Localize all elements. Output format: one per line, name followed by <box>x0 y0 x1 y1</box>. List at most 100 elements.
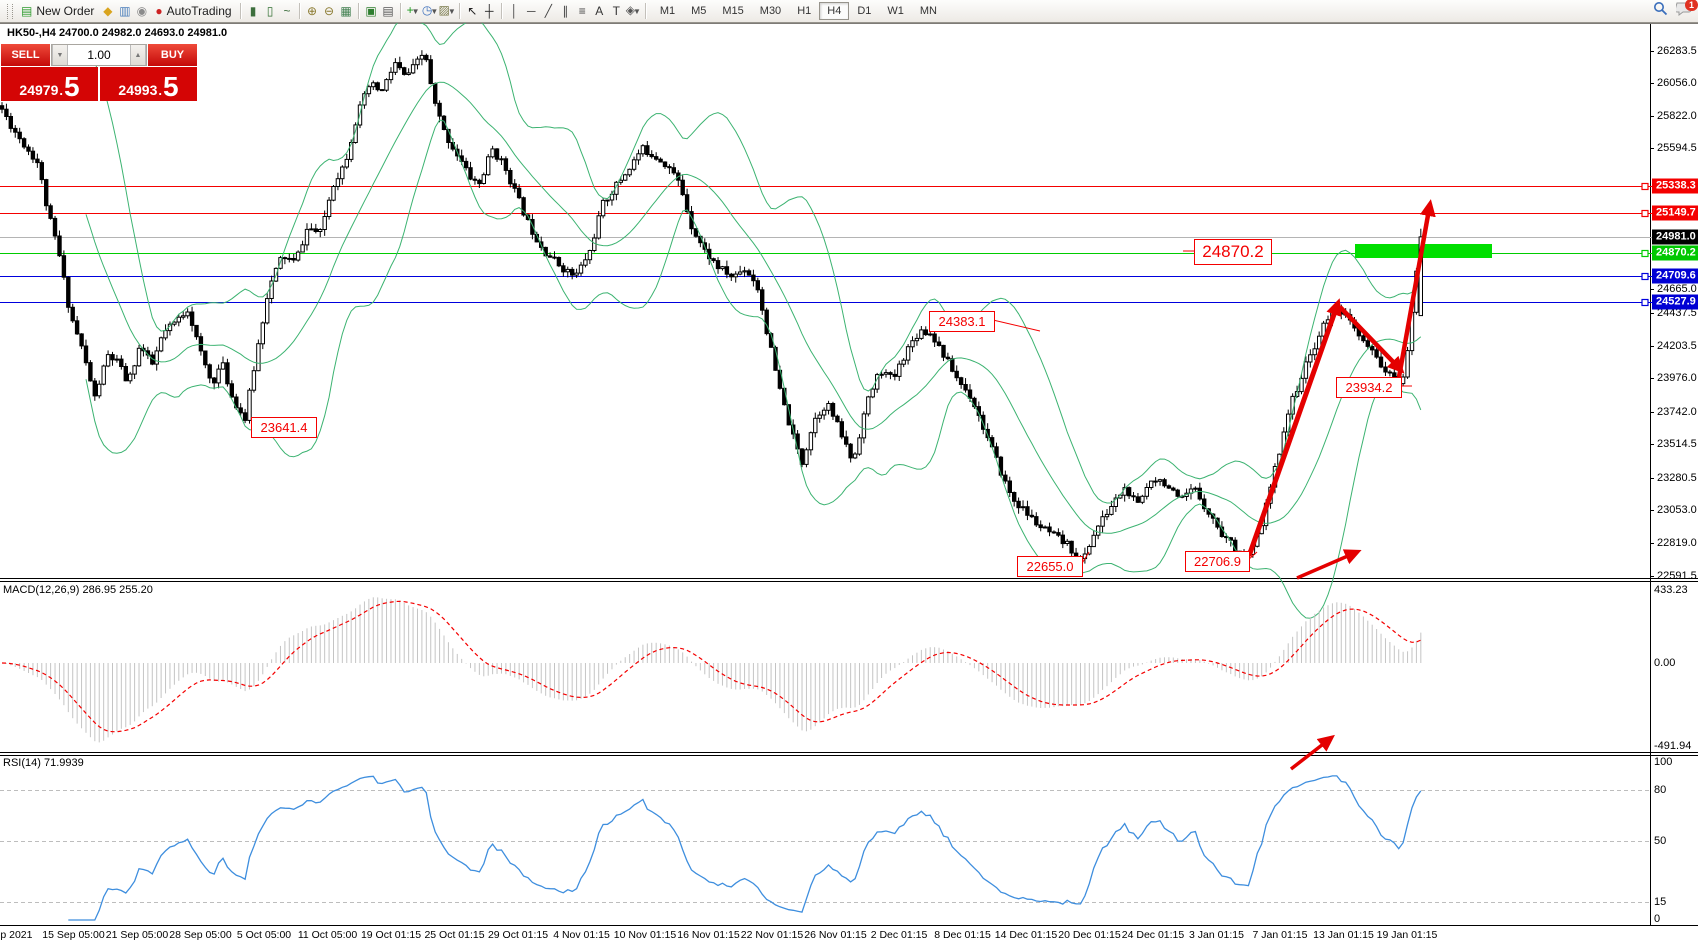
time-axis-label: 16 Nov 01:15 <box>677 929 740 941</box>
price-annotation-24383.1[interactable]: 24383.1 <box>929 311 995 332</box>
sell-price-pips: 5 <box>63 71 80 103</box>
volume-increment-button[interactable]: ▲ <box>130 45 146 65</box>
add-indicator-dropdown-caret: ▼ <box>411 7 420 16</box>
price-annotation-22655.0[interactable]: 22655.0 <box>1017 556 1083 577</box>
rsi-line <box>68 775 1422 921</box>
price-axis-tick: 23742.0 <box>1657 406 1697 418</box>
vertical-line-icon[interactable]: │ <box>506 3 523 20</box>
period-dropdown[interactable]: ◷▼ <box>422 2 439 20</box>
timeframe-button-m30[interactable]: M30 <box>759 5 782 17</box>
data-window-icon-glyph: ▥ <box>119 3 131 18</box>
price-axis-tick: 23514.5 <box>1657 438 1697 450</box>
time-axis-label: 21 Sep 05:00 <box>105 929 169 941</box>
time-axis-label: 2 Dec 01:15 <box>870 929 928 941</box>
zoom-out-icon[interactable]: ⊖ <box>321 3 338 20</box>
timeframe-button-m5[interactable]: M5 <box>691 5 707 17</box>
text-icon[interactable]: A <box>591 3 608 20</box>
profiles-icon[interactable]: ◆ <box>99 3 116 20</box>
macd-axis-tick: -491.94 <box>1654 740 1692 752</box>
template-glyph: ▨ <box>438 3 450 17</box>
toolbar-separator <box>399 3 402 19</box>
autotrading-glyph: ● <box>155 4 163 18</box>
price-level-badge-24527.9[interactable]: 24527.9 <box>1652 294 1698 310</box>
zoom-out-icon-glyph: ⊖ <box>324 3 335 18</box>
impulse-up-arrow <box>1246 298 1342 557</box>
time-axis-label: 19 Jan 01:15 <box>1376 929 1438 941</box>
cursor-icon[interactable]: ↖ <box>464 3 481 20</box>
zoom-in-icon[interactable]: ⊕ <box>304 3 321 20</box>
data-window-icon[interactable]: ▥ <box>116 3 133 20</box>
toolbar-separator <box>357 3 360 19</box>
vertical-line-icon-glyph: │ <box>510 3 519 18</box>
volume-input[interactable]: ▼ 1.00 ▲ <box>51 44 147 66</box>
time-axis-label: 10 Nov 01:15 <box>613 929 677 941</box>
bollinger-lower-band <box>85 119 1422 619</box>
time-axis-label: 7 Jan 01:15 <box>1252 929 1308 941</box>
time-axis-label: 25 Oct 01:15 <box>424 929 485 941</box>
timeframe-button-h1[interactable]: H1 <box>797 5 812 17</box>
bar-chart-icon[interactable]: ▮ <box>245 3 262 20</box>
sell-price-display[interactable]: 24979. 5 <box>1 67 98 101</box>
tile-windows-icon[interactable]: ▦ <box>338 3 355 20</box>
autotrading-button[interactable]: ● AutoTrading <box>150 3 236 19</box>
indicator-list-icon[interactable]: ▤ <box>380 3 397 20</box>
sell-price-main: 24979 <box>19 81 59 98</box>
price-annotation-23934.2[interactable]: 23934.2 <box>1336 377 1402 398</box>
indicator-window-icon[interactable]: ▣ <box>363 3 380 20</box>
time-axis-label: 28 Sep 05:00 <box>169 929 232 941</box>
time-axis-label: 4 Nov 01:15 <box>553 929 610 941</box>
macd-axis-tick: 433.23 <box>1654 584 1688 596</box>
arrows-dropdown[interactable]: ◈▼ <box>625 2 642 20</box>
timeframe-button-w1[interactable]: W1 <box>887 5 904 17</box>
price-level-badge-25338.3[interactable]: 25338.3 <box>1652 178 1698 194</box>
bar-chart-icon-glyph: ▮ <box>249 3 257 18</box>
trendline-icon[interactable]: ╱ <box>540 3 557 20</box>
timeframe-button-mn[interactable]: MN <box>919 5 937 17</box>
time-axis-label: 20 Dec 01:15 <box>1058 929 1121 941</box>
rsi-indicator-label: RSI(14) 71.9939 <box>3 757 84 769</box>
buy-price-display[interactable]: 24993. 5 <box>98 67 197 101</box>
price-annotation-24870.2[interactable]: 24870.2 <box>1194 239 1272 265</box>
timeframe-button-m1[interactable]: M1 <box>659 5 676 17</box>
fibonacci-icon[interactable]: ≡ <box>574 3 591 20</box>
add-indicator-dropdown[interactable]: +▼ <box>405 2 422 20</box>
macd-histogram <box>5 597 1422 743</box>
macd-axis-tick: 0.00 <box>1654 657 1676 669</box>
timeframe-button-h4[interactable]: H4 <box>819 2 850 20</box>
buy-price-pips: 5 <box>162 71 179 103</box>
bollinger-upper-band <box>85 18 1422 504</box>
candlestick-chart-icon[interactable]: ▯ <box>262 3 279 20</box>
price-level-badge-24709.6[interactable]: 24709.6 <box>1652 268 1698 284</box>
price-level-badge-24870.2[interactable]: 24870.2 <box>1652 245 1698 261</box>
price-axis-tick: 24665.0 <box>1657 283 1697 295</box>
crosshair-icon[interactable]: ┼ <box>481 3 498 20</box>
timeframe-button-d1[interactable]: D1 <box>857 5 872 17</box>
price-axis-tick: 25822.0 <box>1657 110 1697 122</box>
equidistant-channel-icon[interactable]: ∥ <box>557 3 574 20</box>
volume-value[interactable]: 1.00 <box>87 48 111 62</box>
price-annotation-23641.4[interactable]: 23641.4 <box>251 417 317 438</box>
tile-windows-icon-glyph: ▦ <box>340 3 352 18</box>
notifications-icon[interactable]: 1 <box>1674 0 1698 21</box>
price-level-badge-24981.0[interactable]: 24981.0 <box>1652 229 1698 245</box>
buy-button[interactable]: BUY <box>148 44 197 66</box>
text-label-icon[interactable]: T <box>608 3 625 20</box>
search-icon[interactable] <box>1653 1 1668 21</box>
sell-button[interactable]: SELL <box>1 44 50 66</box>
price-axis-tick: 24437.5 <box>1657 307 1697 319</box>
volume-decrement-button[interactable]: ▼ <box>52 45 68 65</box>
toolbar-grip <box>7 3 13 19</box>
timeframe-button-m15[interactable]: M15 <box>722 5 744 17</box>
horizontal-line-icon[interactable]: ─ <box>523 3 540 20</box>
template-dropdown[interactable]: ▨▼ <box>439 2 456 20</box>
line-chart-icon[interactable]: ~ <box>279 3 296 20</box>
price-level-badge-25149.7[interactable]: 25149.7 <box>1652 205 1698 221</box>
price-axis-tick: 26056.0 <box>1657 77 1697 89</box>
expert-advisors-icon[interactable]: ◉ <box>133 3 150 20</box>
annotation-connector-24383.1 <box>992 319 1041 332</box>
new-order-button[interactable]: ▤ New Order <box>16 3 99 19</box>
price-annotation-22706.9[interactable]: 22706.9 <box>1185 551 1250 572</box>
arrows-dropdown-caret: ▼ <box>632 7 641 16</box>
